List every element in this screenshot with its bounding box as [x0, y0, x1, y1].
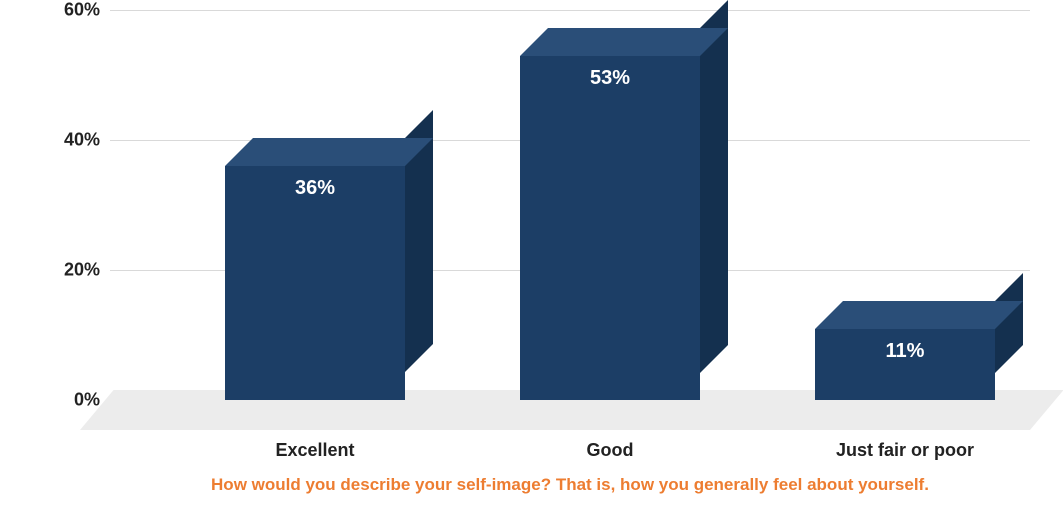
plot-area: 36% 53% 11% [110, 0, 1030, 400]
bar: 11% [815, 329, 995, 401]
bar: 53% [520, 56, 700, 401]
bar-value-label: 11% [815, 340, 995, 363]
bar-value-label: 53% [520, 67, 700, 90]
y-tick-label: 0% [30, 390, 100, 411]
x-tick-label: Good [490, 440, 730, 461]
bars-group: 36% 53% 11% [110, 0, 1030, 400]
bar-top [520, 28, 728, 56]
chart-caption: How would you describe your self-image? … [110, 475, 1030, 495]
bar-front [520, 56, 700, 401]
bar-top [815, 301, 1023, 329]
chart-container: 60% 40% 20% 0% 36%53%11% Excellent Good … [0, 0, 1063, 512]
y-tick-label: 40% [30, 130, 100, 151]
bar-front [225, 166, 405, 400]
y-tick-label: 20% [30, 260, 100, 281]
x-tick-label: Just fair or poor [785, 440, 1025, 461]
bar-side [700, 0, 728, 372]
bar-top [225, 138, 433, 166]
x-tick-label: Excellent [195, 440, 435, 461]
bar-value-label: 36% [225, 177, 405, 200]
y-tick-label: 60% [30, 0, 100, 21]
bar: 36% [225, 166, 405, 400]
